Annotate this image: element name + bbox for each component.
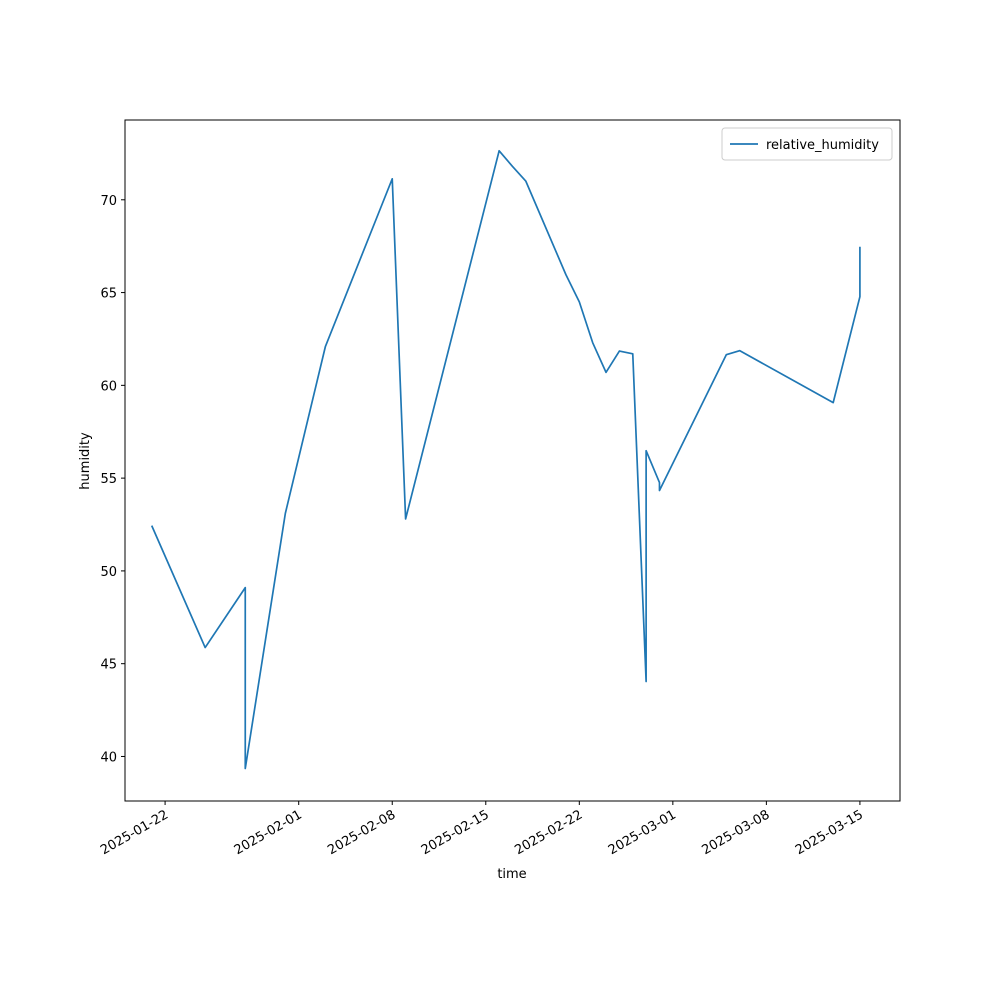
y-tick-label: 40 [100,750,117,765]
x-tick-label: 2025-03-15 [793,807,866,858]
x-tick-label: 2025-03-01 [606,807,679,858]
data-line [150,149,861,770]
y-tick-label: 65 [100,287,117,302]
y-tick-label: 70 [100,194,117,209]
y-axis-label: humidity [78,432,93,490]
y-tick-label: 50 [100,565,117,580]
legend-label: relative_humidity [766,138,879,153]
y-tick-label: 60 [100,379,117,394]
x-tick-label: 2025-02-01 [232,807,305,858]
x-tick-label: 2025-03-08 [699,807,772,858]
legend-box [721,127,893,161]
x-tick-label: 2025-02-22 [512,807,585,858]
axes-frame [124,119,901,802]
x-tick-label: 2025-01-22 [98,807,171,858]
x-tick-label: 2025-02-15 [419,807,492,858]
x-tick-label: 2025-02-08 [325,807,398,858]
y-tick-label: 55 [100,472,117,487]
x-axis-label: time [497,867,526,882]
y-tick-label: 45 [100,658,117,673]
